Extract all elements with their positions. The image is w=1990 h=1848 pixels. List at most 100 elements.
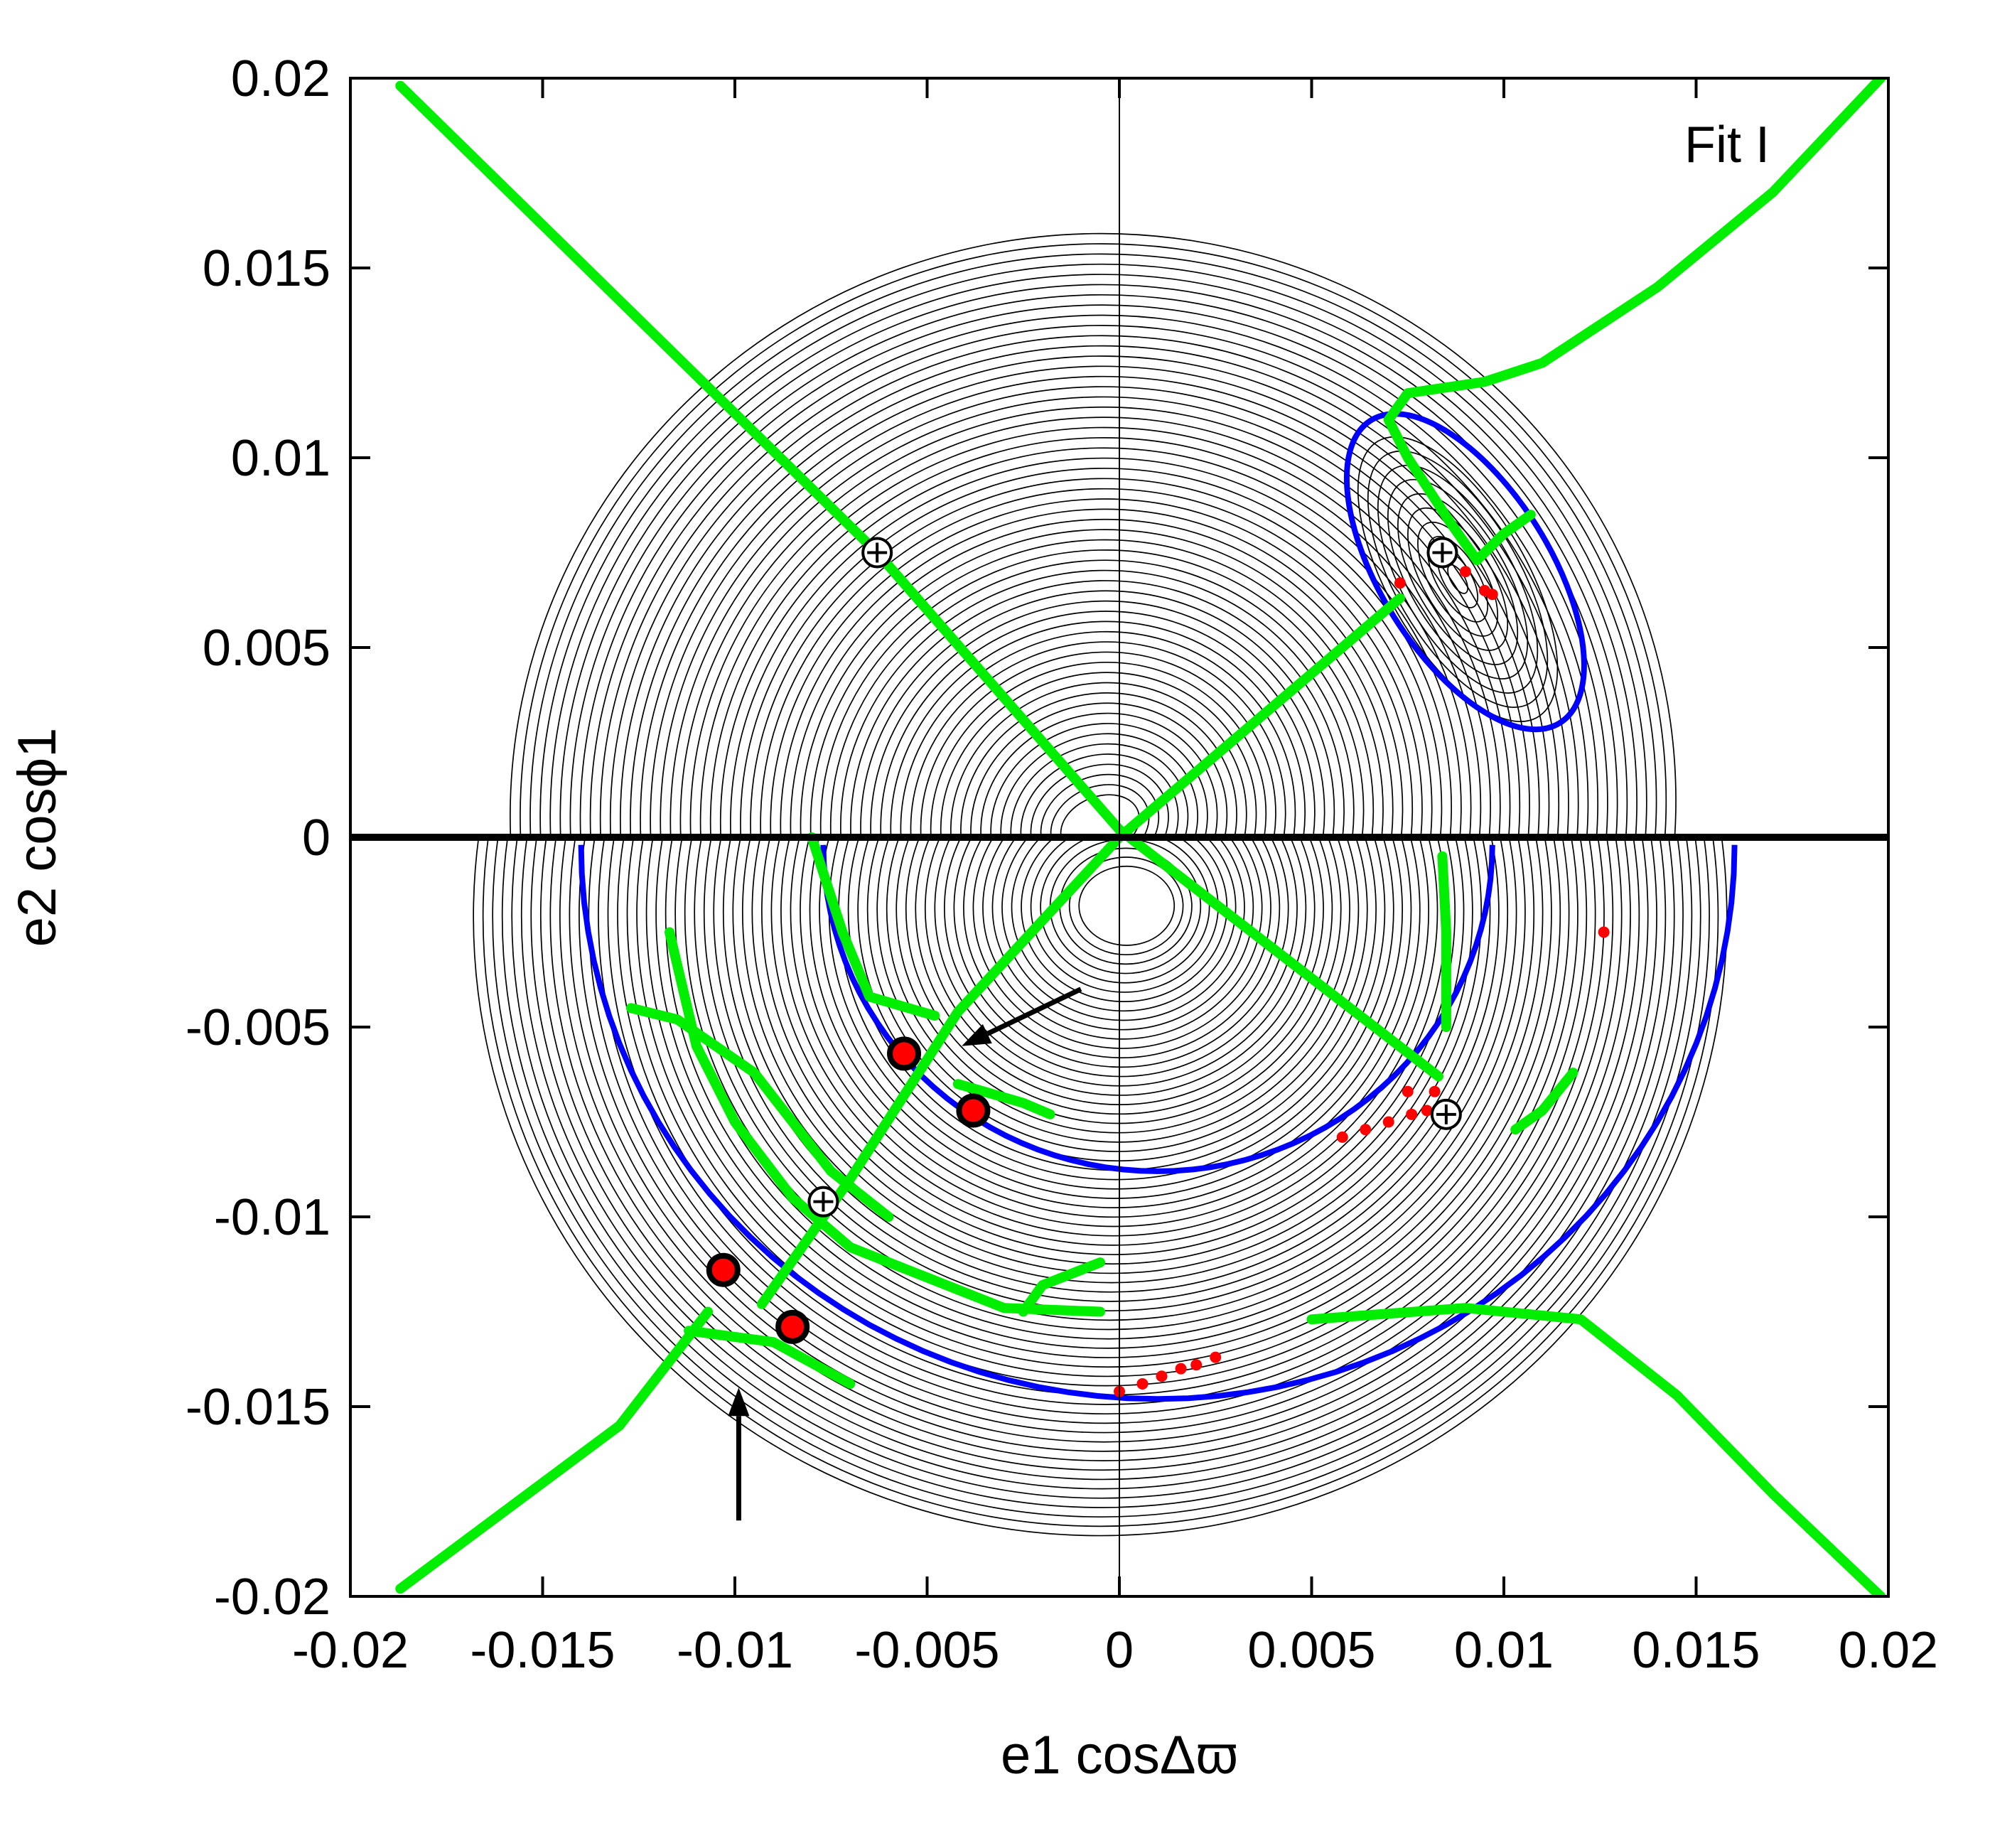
contour-line [896,836,1342,1124]
contour-line [770,498,1423,836]
contour-line [1367,450,1549,708]
stationary-curve [807,832,940,1021]
contour-line [1000,733,1199,836]
contour-line [521,836,1684,1490]
contour-line [829,559,1365,836]
red-point [1421,1105,1433,1117]
contour-line [529,253,1657,836]
separatrix-outer [578,844,1738,1402]
contour-line [809,836,1421,1208]
contour-line [790,836,1438,1227]
contour-line [930,661,1267,836]
contour-line [579,836,1631,1434]
contour-line [539,263,1647,836]
red-circle-marker [775,1309,810,1344]
contour-line [790,518,1404,836]
contour-line [953,836,1289,1068]
contour-line [839,569,1355,836]
y-tick-label: 0 [302,810,330,866]
separatrix-upper [1343,411,1587,733]
y-tick-label: -0.015 [185,1379,330,1436]
contour-line [669,396,1521,836]
red-point [1406,1108,1418,1120]
contour-line [810,539,1384,836]
contour-line [620,345,1569,836]
contour-line [492,836,1710,1517]
contour-line [1357,436,1559,722]
contour-line [569,836,1640,1443]
contour-line [857,836,1377,1161]
red-points [1114,566,1610,1397]
contour-line [689,417,1501,836]
contour-line [960,692,1237,836]
stationary-curve [1510,1068,1578,1135]
contour-line [740,468,1453,836]
contour-line [502,836,1701,1508]
contour-line [630,355,1560,836]
contour-line [750,478,1443,836]
stationary-curve [952,1079,1055,1119]
contour-line [1377,464,1539,694]
red-point [1394,577,1406,589]
contour-line [579,304,1608,836]
contour-line [511,836,1693,1499]
x-tick-label: -0.02 [292,1622,409,1679]
red-point [1336,1131,1348,1143]
contour-line [1407,507,1509,651]
x-tick-label: 0 [1105,1622,1134,1679]
y-tick-label: 0.005 [203,620,330,677]
contour-line [559,284,1628,836]
red-point [1175,1363,1187,1375]
x-tick-label: -0.015 [470,1622,615,1679]
red-circle-marker [956,1093,991,1128]
contour-line [626,836,1587,1387]
contour-line [1040,836,1210,984]
contour-line [944,836,1298,1078]
contour-line [1387,478,1529,679]
x-tick-label: -0.005 [854,1622,999,1679]
plot-frame [349,77,1890,1598]
contour-lines-lower [473,836,1728,1537]
red-point [1402,1085,1414,1097]
contour-line [1011,836,1237,1012]
y-tick-label: 0.015 [203,240,330,297]
contour-line [473,836,1728,1537]
contour-line [963,836,1281,1059]
contour-line [719,447,1472,836]
contour-line [699,426,1491,836]
saddle-marker [861,537,893,569]
saddle-marker [1426,537,1458,569]
contour-line [866,836,1368,1152]
y-tick-label: 0.01 [231,430,330,487]
y-axis-title: e2 cosϕ1 [7,728,68,947]
stationary-curve [684,1326,856,1389]
contour-line [982,836,1263,1040]
contour-line [1001,836,1245,1021]
contour-line [800,836,1429,1218]
stationary-curve [625,1003,894,1222]
contour-line [950,682,1247,836]
arrow-shaft [986,987,1082,1036]
contour-line [886,836,1350,1134]
red-point [1210,1351,1222,1363]
axis-ticks: -0.02 -0.015 -0.01 -0.005 0 0.005 0.01 0.015 0.0… [185,50,1938,1679]
saddle-marker [1430,1098,1462,1130]
contour-line [1078,865,1176,946]
contour-line [800,529,1394,836]
contour-line [598,836,1613,1414]
contour-line [732,836,1491,1284]
contour-line [1020,753,1179,836]
contour-line [990,723,1208,836]
contour-line [645,836,1570,1368]
contour-line [730,457,1462,836]
contour-line [1427,535,1489,623]
contour-line [483,836,1719,1527]
contour-line [751,836,1473,1264]
contour-line [1010,743,1189,836]
red-point [1360,1124,1372,1136]
contour-line [972,836,1271,1049]
contour-line [880,611,1316,836]
contour-line [569,294,1618,836]
contour-line [660,386,1530,836]
